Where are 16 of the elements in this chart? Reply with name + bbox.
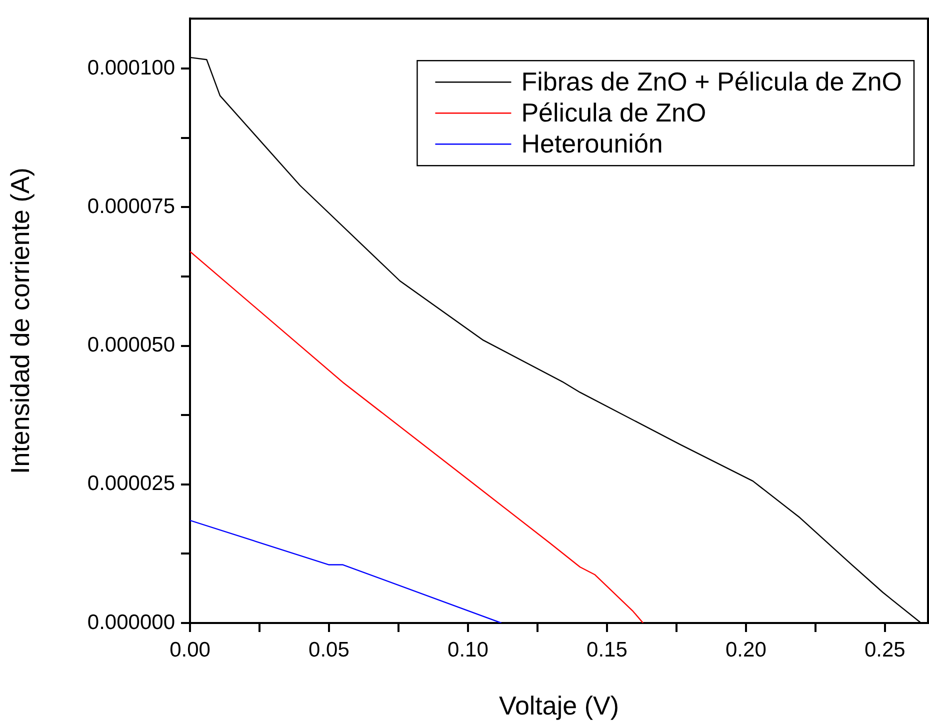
y-tick-label: 0.000100 [87, 56, 175, 80]
legend-label: Pélicula de ZnO [521, 97, 706, 128]
x-tick-label: 0.20 [725, 638, 766, 662]
y-tick-label: 0.000075 [87, 194, 175, 218]
x-tick-label: 0.15 [586, 638, 628, 662]
y-axis-title: Intensidad de corriente (A) [4, 168, 35, 474]
x-tick-label: 0.10 [448, 638, 488, 662]
legend-label: Heterounión [521, 128, 663, 158]
x-tick-label: 0.25 [864, 638, 906, 662]
y-tick-label: 0.000025 [87, 472, 175, 496]
legend-label: Fibras de ZnO + Pélicula de ZnO [521, 66, 902, 96]
x-axis-title: Voltaje (V) [499, 690, 619, 721]
x-tick-label: 0.00 [170, 638, 210, 662]
y-tick-label: 0.000000 [87, 610, 175, 634]
x-tick-label: 0.05 [308, 638, 350, 662]
y-tick-label: 0.000050 [87, 334, 175, 357]
